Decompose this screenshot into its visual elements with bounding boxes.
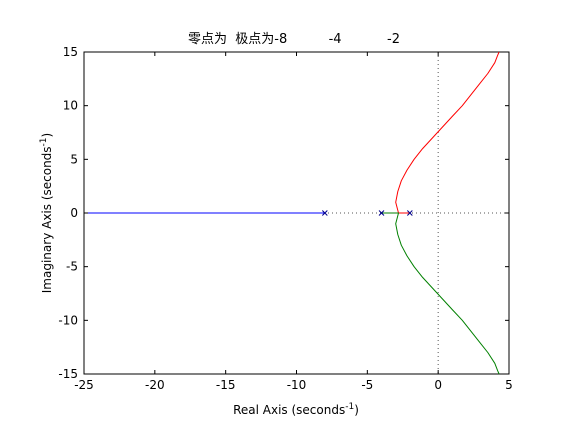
- series-layer: [84, 51, 500, 375]
- ticks-layer: -25 -20 -15 -10 -5 0 5 -15 -10 -5 0 5 10 15: [58, 45, 512, 392]
- y-tick-label: 0: [70, 206, 78, 220]
- plot-area: -25 -20 -15 -10 -5 0 5 -15 -10 -5 0 5 10 15: [58, 45, 512, 392]
- chart-title: 零点为 极点为-8 -4 -2: [188, 32, 400, 47]
- x-tick-label: 0: [434, 378, 442, 392]
- y-tick-label: 10: [63, 99, 78, 113]
- pole-marker-3: [406, 210, 413, 216]
- y-tick-label: -5: [66, 260, 78, 274]
- x-axis-title: Real Axis (seconds-1): [233, 402, 359, 417]
- x-tick-label: -20: [145, 378, 165, 392]
- pole-marker-stroke: [406, 210, 413, 216]
- y-tick-label: 15: [63, 45, 78, 59]
- x-axis-title-exponent: -1: [345, 402, 354, 412]
- x-tick-label: -25: [74, 378, 94, 392]
- locus-branch-2: [395, 51, 500, 214]
- x-axis-title-close: ): [354, 403, 359, 417]
- y-axis-title-text: Imaginary Axis (seconds: [40, 146, 54, 293]
- y-tick-label: 5: [70, 152, 78, 166]
- y-axis-title-exponent: -1: [39, 137, 49, 146]
- y-tick-label: -10: [58, 313, 78, 327]
- y-axis-title: Imaginary Axis (seconds-1): [39, 133, 54, 293]
- poles-layer: [321, 210, 413, 216]
- pole-marker-stroke: [321, 210, 328, 216]
- y-tick-label: -15: [58, 367, 78, 381]
- x-tick-label: -5: [361, 378, 373, 392]
- x-axis-title-text: Real Axis (seconds: [233, 403, 345, 417]
- y-axis-title-close: ): [40, 133, 54, 138]
- pole-marker-1: [321, 210, 328, 216]
- locus-branch-3: [381, 212, 500, 375]
- x-tick-label: -15: [216, 378, 236, 392]
- x-tick-label: -10: [287, 378, 307, 392]
- x-tick-label: 5: [505, 378, 513, 392]
- pole-marker-stroke: [378, 210, 385, 216]
- pole-marker-2: [378, 210, 385, 216]
